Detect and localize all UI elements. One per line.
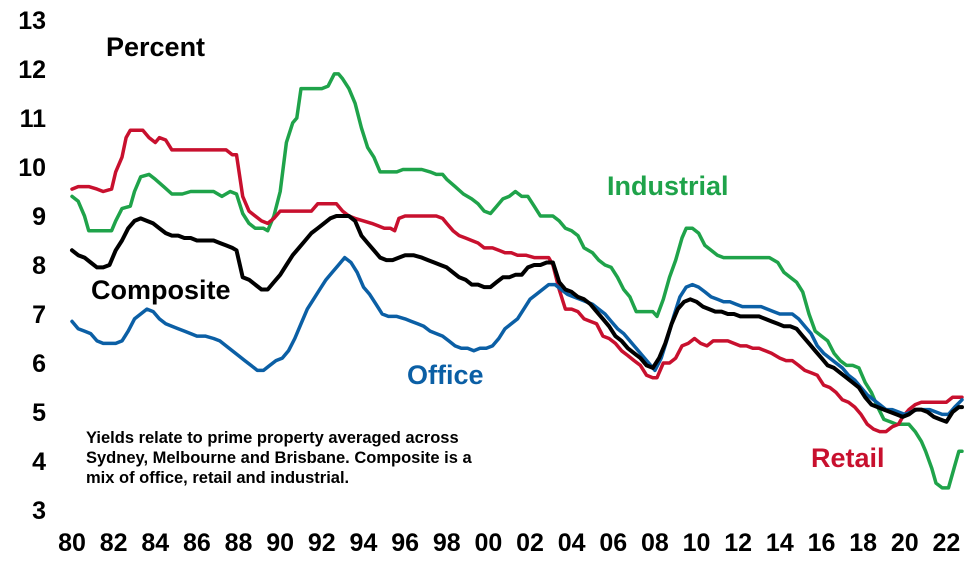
x-axis-tick-labels: 80 82 84 86 88 90 92 94 96 98 00 02 04 06 08 10 12 14 16 18…: [58, 529, 960, 557]
series-lines: [70, 72, 964, 490]
y-tick-label: 3: [32, 497, 46, 525]
x-tick-label: 06: [599, 529, 627, 557]
x-tick-label: 00: [474, 529, 502, 557]
x-tick-label: 10: [683, 529, 711, 557]
x-tick-label: 12: [724, 529, 752, 557]
series-label-retail: Retail: [811, 443, 885, 473]
x-tick-label: 96: [391, 529, 419, 557]
y-axis-unit-label: Percent: [106, 32, 205, 62]
series-line-composite: [70, 214, 964, 424]
series-label-industrial: Industrial: [607, 171, 729, 201]
y-axis-tick-labels: 3 4 5 6 7 8 9 10 11 12 13: [18, 7, 46, 525]
x-tick-label: 02: [516, 529, 544, 557]
chart-note: Yields relate to prime property averaged…: [86, 429, 473, 487]
x-tick-label: 82: [100, 529, 128, 557]
y-tick-label: 10: [18, 154, 46, 182]
x-tick-label: 16: [808, 529, 836, 557]
series-line-industrial: [70, 72, 964, 490]
y-tick-label: 11: [20, 105, 47, 133]
x-tick-label: 08: [641, 529, 669, 557]
x-tick-label: 14: [766, 529, 794, 557]
y-tick-label: 6: [32, 350, 46, 378]
x-tick-label: 88: [225, 529, 253, 557]
x-tick-label: 90: [266, 529, 294, 557]
x-tick-label: 22: [932, 529, 960, 557]
y-tick-label: 8: [32, 252, 46, 280]
x-tick-label: 04: [558, 529, 586, 557]
y-tick-label: 7: [32, 301, 46, 329]
y-tick-label: 12: [18, 56, 46, 84]
chart-note-line-3: mix of office, retail and industrial.: [86, 469, 349, 487]
series-line-retail: [70, 128, 964, 434]
y-tick-label: 5: [32, 399, 46, 427]
y-tick-label: 4: [32, 448, 46, 476]
x-tick-label: 80: [58, 529, 86, 557]
series-label-office: Office: [407, 360, 484, 390]
x-tick-label: 18: [849, 529, 877, 557]
x-tick-label: 86: [183, 529, 211, 557]
y-tick-label: 9: [32, 203, 46, 231]
chart-note-line-1: Yields relate to prime property averaged…: [86, 429, 459, 447]
series-line-office: [70, 255, 964, 417]
x-tick-label: 84: [141, 529, 169, 557]
chart-note-line-2: Sydney, Melbourne and Brisbane. Composit…: [86, 449, 473, 467]
y-tick-label: 13: [18, 7, 46, 35]
x-tick-label: 92: [308, 529, 336, 557]
x-tick-label: 20: [891, 529, 919, 557]
series-label-composite: Composite: [91, 275, 231, 305]
x-tick-label: 94: [350, 529, 378, 557]
x-tick-label: 98: [433, 529, 461, 557]
